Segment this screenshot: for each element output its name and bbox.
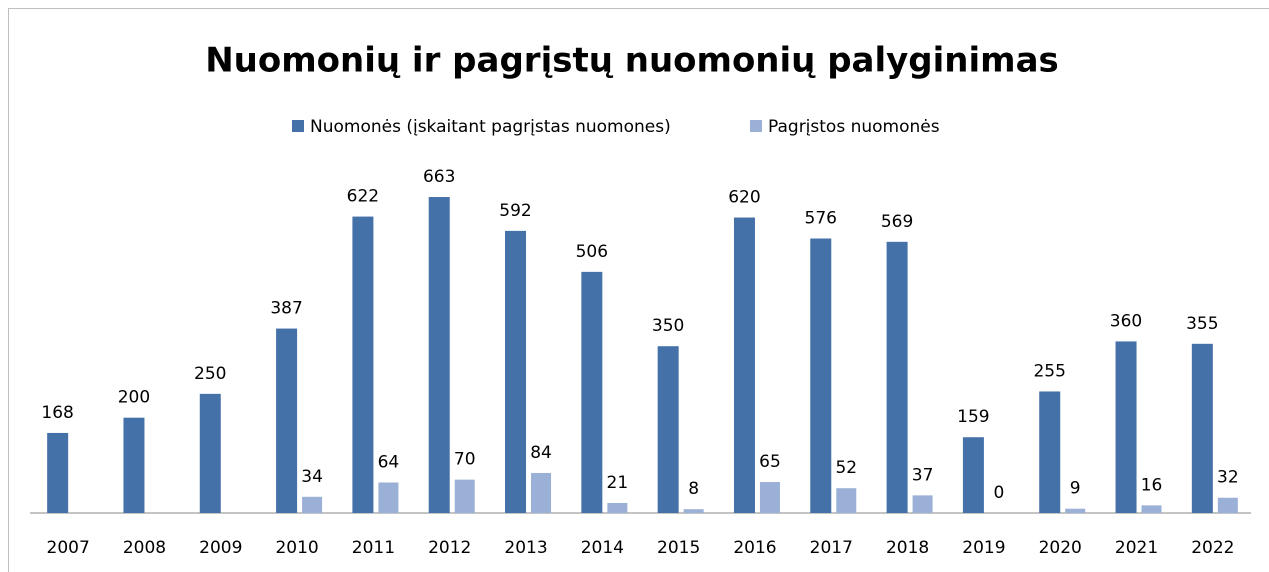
data-label: 569 [881, 212, 913, 232]
data-label: 168 [41, 403, 73, 423]
bar [836, 488, 857, 513]
bar [886, 241, 908, 513]
chart-title: Nuomonių ir pagrįstų nuomonių palyginima… [205, 41, 1059, 81]
x-tick-label: 2017 [810, 538, 853, 558]
bar [199, 393, 221, 513]
bar [428, 197, 450, 513]
bar [810, 238, 832, 513]
bar [1191, 343, 1213, 513]
bar [505, 230, 527, 513]
bar [1065, 508, 1086, 513]
bar [276, 328, 298, 513]
data-label: 34 [301, 467, 323, 487]
x-tick-label: 2020 [1039, 538, 1082, 558]
bar [378, 482, 399, 513]
data-label: 620 [728, 188, 760, 208]
data-label: 622 [347, 187, 379, 207]
x-tick-label: 2013 [504, 538, 547, 558]
data-label: 84 [530, 443, 552, 463]
bar [581, 271, 603, 513]
bar [683, 509, 704, 513]
data-label: 70 [454, 450, 476, 470]
x-tick-label: 2022 [1191, 538, 1234, 558]
data-label: 200 [118, 388, 150, 408]
bar [962, 437, 984, 513]
legend-swatch [750, 120, 762, 132]
x-tick-label: 2009 [199, 538, 242, 558]
data-label: 21 [607, 473, 629, 493]
x-tick-label: 2018 [886, 538, 929, 558]
data-label: 255 [1033, 361, 1065, 381]
bar [759, 482, 780, 513]
data-label: 387 [270, 299, 302, 319]
data-label: 360 [1110, 311, 1142, 331]
data-label: 355 [1186, 314, 1218, 334]
bar [1115, 341, 1137, 513]
bar [454, 479, 475, 513]
x-tick-label: 2019 [962, 538, 1005, 558]
data-label: 32 [1217, 468, 1239, 488]
data-label: 0 [993, 483, 1004, 503]
bar [123, 417, 145, 513]
data-label: 37 [912, 465, 934, 485]
data-label: 65 [759, 452, 781, 472]
data-label: 159 [957, 407, 989, 427]
bar [47, 432, 69, 513]
legend-label: Nuomonės (įskaitant pagrįstas nuomones) [310, 117, 671, 137]
bar [1039, 391, 1061, 513]
data-label: 663 [423, 167, 455, 187]
bar [352, 216, 374, 513]
bar [657, 346, 679, 513]
x-tick-label: 2008 [123, 538, 166, 558]
data-label: 592 [499, 201, 531, 221]
data-label: 250 [194, 364, 226, 384]
x-tick-label: 2010 [275, 538, 318, 558]
bar [1141, 505, 1162, 513]
legend-swatch [292, 120, 304, 132]
data-label: 9 [1070, 479, 1081, 499]
legend-label: Pagrįstos nuomonės [768, 117, 940, 137]
x-tick-label: 2016 [733, 538, 776, 558]
data-label: 52 [835, 458, 857, 478]
data-label: 350 [652, 316, 684, 336]
data-label: 16 [1141, 475, 1163, 495]
data-label: 576 [805, 208, 837, 228]
data-label: 64 [378, 452, 400, 472]
bar [302, 496, 323, 513]
bar [607, 502, 628, 513]
x-tick-label: 2011 [352, 538, 395, 558]
x-tick-label: 2007 [47, 538, 90, 558]
bar [531, 472, 552, 513]
data-label: 506 [576, 242, 608, 262]
bar [733, 217, 755, 514]
x-tick-label: 2021 [1115, 538, 1158, 558]
data-label: 8 [688, 479, 699, 499]
x-tick-label: 2015 [657, 538, 700, 558]
x-tick-label: 2014 [581, 538, 624, 558]
bar [912, 495, 933, 513]
x-tick-label: 2012 [428, 538, 471, 558]
bar [1217, 497, 1238, 513]
